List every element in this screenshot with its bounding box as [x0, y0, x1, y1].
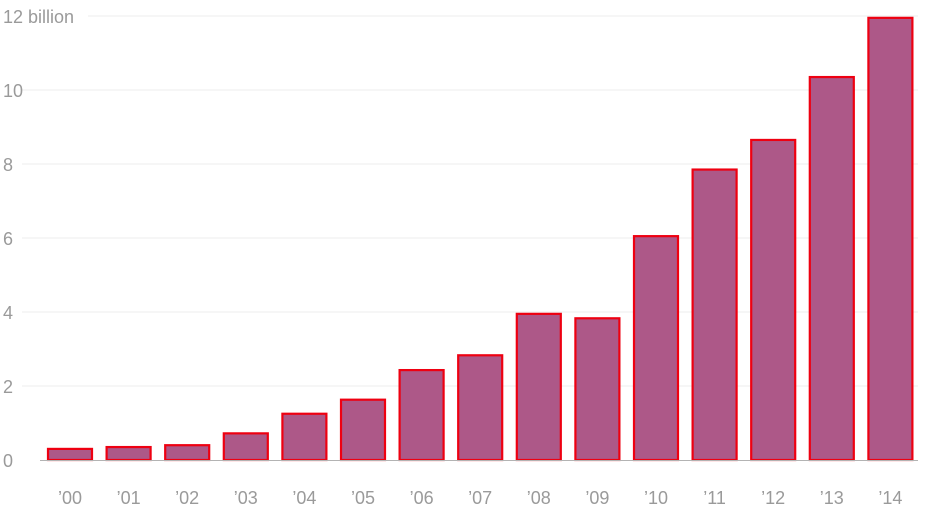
bar-7: [457, 354, 504, 462]
bar-0: [46, 447, 94, 462]
x-tick-label-1: ’01: [117, 488, 141, 508]
x-tick-label-7: ’07: [468, 488, 492, 508]
y-axis-tick-labels: 0 2 4 6 8 10 12 billion: [0, 3, 88, 471]
bar-12: [750, 138, 797, 462]
y-tick-label-bg-6: [0, 225, 22, 247]
y-tick-label-12: 12 billion: [3, 7, 74, 27]
x-tick-label-5: ’05: [351, 488, 375, 508]
bar-13: [808, 75, 855, 462]
x-tick-label-8: ’08: [527, 488, 551, 508]
bar-6: [398, 368, 445, 462]
y-tick-label-bg-4: [0, 299, 22, 321]
x-tick-label-0: ’00: [58, 488, 82, 508]
y-tick-label-8: 8: [3, 155, 13, 175]
x-tick-label-14: ’14: [878, 488, 902, 508]
bar-2: [164, 444, 211, 462]
bar-1: [105, 445, 152, 462]
bar-9: [574, 317, 621, 462]
bar-5: [339, 398, 387, 462]
y-tick-label-bg-10: [0, 77, 22, 99]
y-tick-label-6: 6: [3, 229, 13, 249]
y-tick-label-10: 10: [3, 81, 23, 101]
bar-8: [515, 312, 562, 462]
x-axis-tick-labels: ’00 ’01 ’02 ’03 ’04 ’05 ’06 ’07 ’08 ’09 ’10 ’11 ’12 ’…: [58, 488, 902, 508]
x-tick-label-2: ’02: [175, 488, 199, 508]
y-tick-label-bg-12: [0, 3, 88, 25]
y-tick-label-bg-2: [0, 373, 22, 395]
x-tick-label-3: ’03: [234, 488, 258, 508]
x-tick-label-13: ’13: [820, 488, 844, 508]
y-tick-label-bg-0: [0, 447, 22, 469]
x-tick-label-9: ’09: [585, 488, 609, 508]
x-tick-label-6: ’06: [410, 488, 434, 508]
x-tick-label-4: ’04: [292, 488, 316, 508]
y-tick-label-2: 2: [3, 377, 13, 397]
y-tick-label-bg-8: [0, 151, 22, 173]
bar-14: [867, 16, 914, 462]
x-tick-label-10: ’10: [644, 488, 668, 508]
y-tick-label-4: 4: [3, 303, 13, 323]
y-tick-label-0: 0: [3, 451, 13, 471]
bar-11: [691, 168, 738, 462]
x-tick-label-11: ’11: [703, 488, 726, 508]
bar-4: [281, 412, 328, 462]
bar-3: [222, 432, 269, 462]
bar-10: [632, 235, 680, 462]
x-tick-label-12: ’12: [761, 488, 785, 508]
bars: [46, 16, 914, 462]
